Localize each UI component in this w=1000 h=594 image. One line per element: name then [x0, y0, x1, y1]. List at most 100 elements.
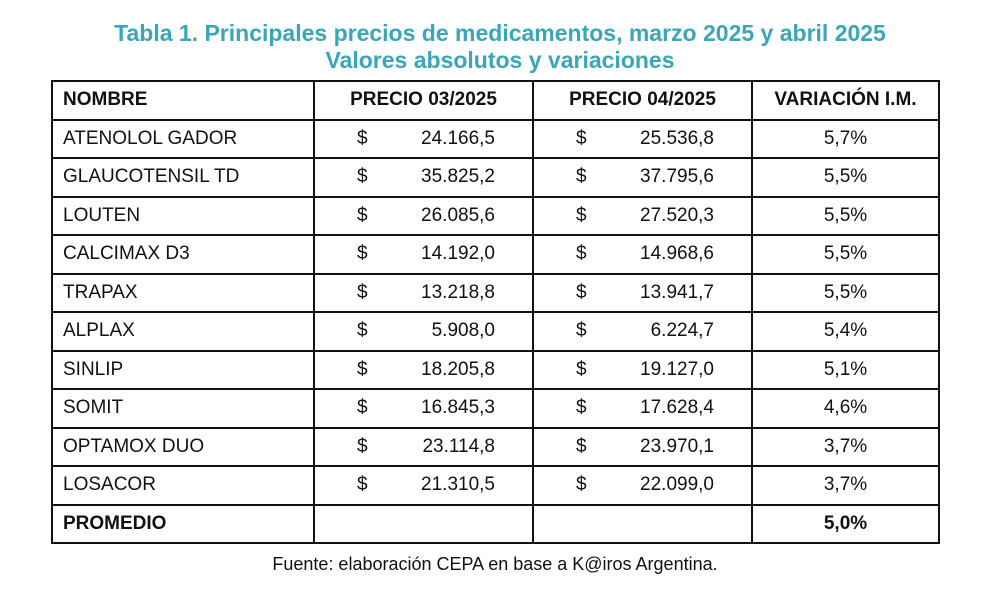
medication-name: GLAUCOTENSIL TD — [51, 157, 315, 198]
medication-name: ATENOLOL GADOR — [51, 118, 315, 159]
currency-symbol: $ — [576, 358, 587, 380]
variation-cell: 5,5% — [751, 234, 940, 275]
title-line-2: Valores absolutos y variaciones — [325, 47, 675, 73]
currency-symbol: $ — [357, 281, 368, 303]
price-value: 24.166,5 — [421, 127, 495, 149]
price-value: 18.205,8 — [421, 358, 495, 380]
currency-symbol: $ — [357, 204, 368, 226]
medication-name: OPTAMOX DUO — [51, 426, 315, 467]
price-value: 37.795,6 — [640, 166, 714, 188]
price-value: 17.628,4 — [640, 397, 714, 419]
price-03-cell: $35.825,2 — [313, 157, 534, 198]
table-title: Tabla 1. Principales precios de medicame… — [0, 20, 1000, 74]
currency-symbol: $ — [576, 127, 587, 149]
price-value: 13.218,8 — [421, 281, 495, 303]
medication-name: ALPLAX — [51, 311, 315, 352]
medication-name: LOSACOR — [51, 465, 315, 506]
variation-cell: 4,6% — [751, 388, 940, 429]
table-body: ATENOLOL GADOR $24.166,5 $25.536,8 5,7% GLAU… — [51, 118, 940, 544]
source-note: Fuente: elaboración CEPA en base a K@iro… — [272, 554, 718, 574]
currency-symbol: $ — [576, 166, 587, 188]
table-row: SINLIP $18.205,8 $19.127,0 5,1% — [51, 349, 940, 390]
price-value: 6.224,7 — [650, 320, 714, 342]
currency-symbol: $ — [576, 281, 587, 303]
average-empty-cell — [532, 503, 753, 544]
currency-symbol: $ — [357, 474, 368, 496]
currency-symbol: $ — [357, 243, 368, 265]
variation-cell: 5,5% — [751, 157, 940, 198]
table-row: SOMIT $16.845,3 $17.628,4 4,6% — [51, 388, 940, 429]
medication-name: SOMIT — [51, 388, 315, 429]
price-03-cell: $24.166,5 — [313, 118, 534, 159]
price-04-cell: $19.127,0 — [532, 349, 753, 390]
price-value: 27.520,3 — [640, 204, 714, 226]
price-03-cell: $26.085,6 — [313, 195, 534, 236]
price-value: 26.085,6 — [421, 204, 495, 226]
table-row: GLAUCOTENSIL TD $35.825,2 $37.795,6 5,5% — [51, 157, 940, 198]
average-label: PROMEDIO — [51, 503, 315, 544]
average-variation: 5,0% — [751, 503, 940, 544]
price-value: 25.536,8 — [640, 127, 714, 149]
currency-symbol: $ — [576, 320, 587, 342]
price-03-cell: $21.310,5 — [313, 465, 534, 506]
header-name: NOMBRE — [51, 80, 315, 121]
currency-symbol: $ — [357, 127, 368, 149]
price-03-cell: $13.218,8 — [313, 272, 534, 313]
currency-symbol: $ — [357, 397, 368, 419]
price-value: 19.127,0 — [640, 358, 714, 380]
variation-cell: 5,5% — [751, 272, 940, 313]
header-row: NOMBRE PRECIO 03/2025 PRECIO 04/2025 VAR… — [51, 80, 940, 121]
price-value: 16.845,3 — [421, 397, 495, 419]
variation-cell: 5,7% — [751, 118, 940, 159]
price-value: 13.941,7 — [640, 281, 714, 303]
table-row: TRAPAX $13.218,8 $13.941,7 5,5% — [51, 272, 940, 313]
variation-cell: 5,4% — [751, 311, 940, 352]
title-line-1: Tabla 1. Principales precios de medicame… — [114, 20, 886, 46]
price-04-cell: $13.941,7 — [532, 272, 753, 313]
medication-name: SINLIP — [51, 349, 315, 390]
price-value: 14.968,6 — [640, 243, 714, 265]
currency-symbol: $ — [357, 435, 368, 457]
price-value: 35.825,2 — [421, 166, 495, 188]
currency-symbol: $ — [357, 320, 368, 342]
price-03-cell: $5.908,0 — [313, 311, 534, 352]
variation-cell: 3,7% — [751, 465, 940, 506]
price-value: 23.114,8 — [422, 435, 495, 457]
price-value: 22.099,0 — [640, 474, 714, 496]
price-03-cell: $16.845,3 — [313, 388, 534, 429]
header-price-03: PRECIO 03/2025 — [313, 80, 534, 121]
table-row: OPTAMOX DUO $23.114,8 $23.970,1 3,7% — [51, 426, 940, 467]
price-04-cell: $37.795,6 — [532, 157, 753, 198]
header-variation: VARIACIÓN I.M. — [751, 80, 940, 121]
price-04-cell: $6.224,7 — [532, 311, 753, 352]
price-04-cell: $23.970,1 — [532, 426, 753, 467]
price-04-cell: $17.628,4 — [532, 388, 753, 429]
table-row: CALCIMAX D3 $14.192,0 $14.968,6 5,5% — [51, 234, 940, 275]
variation-cell: 5,1% — [751, 349, 940, 390]
medication-name: CALCIMAX D3 — [51, 234, 315, 275]
price-value: 14.192,0 — [421, 243, 495, 265]
medication-name: LOUTEN — [51, 195, 315, 236]
table-row: ATENOLOL GADOR $24.166,5 $25.536,8 5,7% — [51, 118, 940, 159]
price-03-cell: $14.192,0 — [313, 234, 534, 275]
average-empty-cell — [313, 503, 534, 544]
variation-cell: 5,5% — [751, 195, 940, 236]
currency-symbol: $ — [576, 474, 587, 496]
currency-symbol: $ — [576, 397, 587, 419]
medication-price-table: NOMBRE PRECIO 03/2025 PRECIO 04/2025 VAR… — [51, 80, 940, 544]
price-04-cell: $25.536,8 — [532, 118, 753, 159]
header-price-04: PRECIO 04/2025 — [532, 80, 753, 121]
table-row: LOUTEN $26.085,6 $27.520,3 5,5% — [51, 195, 940, 236]
price-value: 5.908,0 — [431, 320, 495, 342]
price-03-cell: $23.114,8 — [313, 426, 534, 467]
price-value: 23.970,1 — [640, 435, 714, 457]
average-row: PROMEDIO 5,0% — [51, 503, 940, 544]
price-04-cell: $27.520,3 — [532, 195, 753, 236]
currency-symbol: $ — [576, 204, 587, 226]
currency-symbol: $ — [576, 243, 587, 265]
currency-symbol: $ — [357, 166, 368, 188]
price-04-cell: $22.099,0 — [532, 465, 753, 506]
variation-cell: 3,7% — [751, 426, 940, 467]
price-03-cell: $18.205,8 — [313, 349, 534, 390]
table-row: ALPLAX $5.908,0 $6.224,7 5,4% — [51, 311, 940, 352]
